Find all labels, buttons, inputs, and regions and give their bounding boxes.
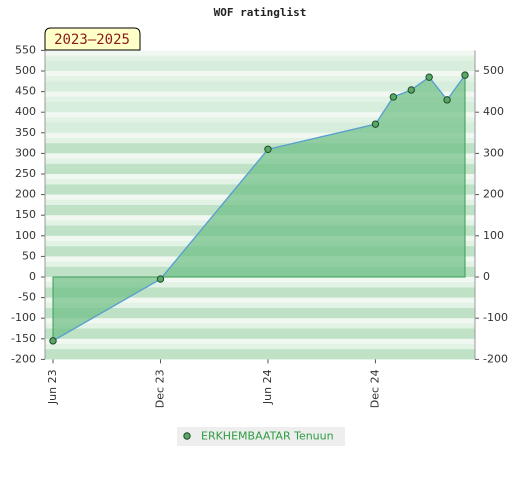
y-tick-label: -200 [11,352,36,365]
y-tick-label: -100 [11,311,36,324]
y-tick-label: 350 [15,126,36,139]
marker [371,120,380,128]
chart-title: WOF ratinglist [214,6,307,19]
marker [389,93,398,101]
band [45,302,475,308]
y-tick-label: 450 [15,85,36,98]
band [45,55,475,61]
band [45,81,475,92]
band [45,60,475,71]
band [45,328,475,339]
y-tick-label: 250 [15,167,36,180]
y-tick-label: 50 [22,249,36,262]
marker [407,86,415,94]
badge-text: 2023–2025 [54,32,130,48]
marker [49,337,57,345]
y-tick-label: 150 [15,208,36,221]
y2-tick-label: -100 [483,311,508,324]
y-tick-label: 400 [15,105,36,118]
band [45,282,475,288]
x-tick-label: Dec 24 [368,369,381,408]
legend-marker [183,432,191,440]
y2-tick-label: 400 [483,105,504,118]
y2-tick-label: 100 [483,229,504,242]
marker [264,145,272,153]
band [45,307,475,319]
legend-box [177,427,345,446]
band [45,287,475,298]
y-tick-label: 550 [15,43,36,56]
y-tick-label: 200 [15,188,36,201]
band [45,137,475,144]
marker [156,275,165,283]
x-tick-label: Jun 23 [46,369,59,405]
band [45,143,475,154]
marker [443,96,451,104]
marker [425,73,433,81]
legend-label: ERKHEMBAATAR Tenuun [201,430,334,443]
band [45,101,475,113]
band [45,117,475,123]
marker [461,71,469,79]
band [45,323,475,329]
y-tick-label: 300 [15,146,36,159]
y2-tick-label: -200 [483,352,508,365]
band [45,122,475,133]
y2-tick-label: 0 [483,270,490,283]
y-tick-label: 0 [29,270,36,283]
band [45,343,475,350]
band [45,76,475,82]
x-tick-label: Dec 23 [153,369,166,408]
x-tick-label: Jun 24 [261,369,274,405]
y2-tick-label: 200 [483,188,504,201]
y-tick-label: 100 [15,229,36,242]
y-tick-label: -150 [11,332,36,345]
y-tick-label: 500 [15,64,36,77]
band [45,96,475,102]
badge-box [44,27,141,51]
band [45,349,475,360]
y2-tick-label: 500 [483,64,504,77]
y2-tick-label: 300 [483,146,504,159]
y-tick-label: -50 [18,291,36,304]
